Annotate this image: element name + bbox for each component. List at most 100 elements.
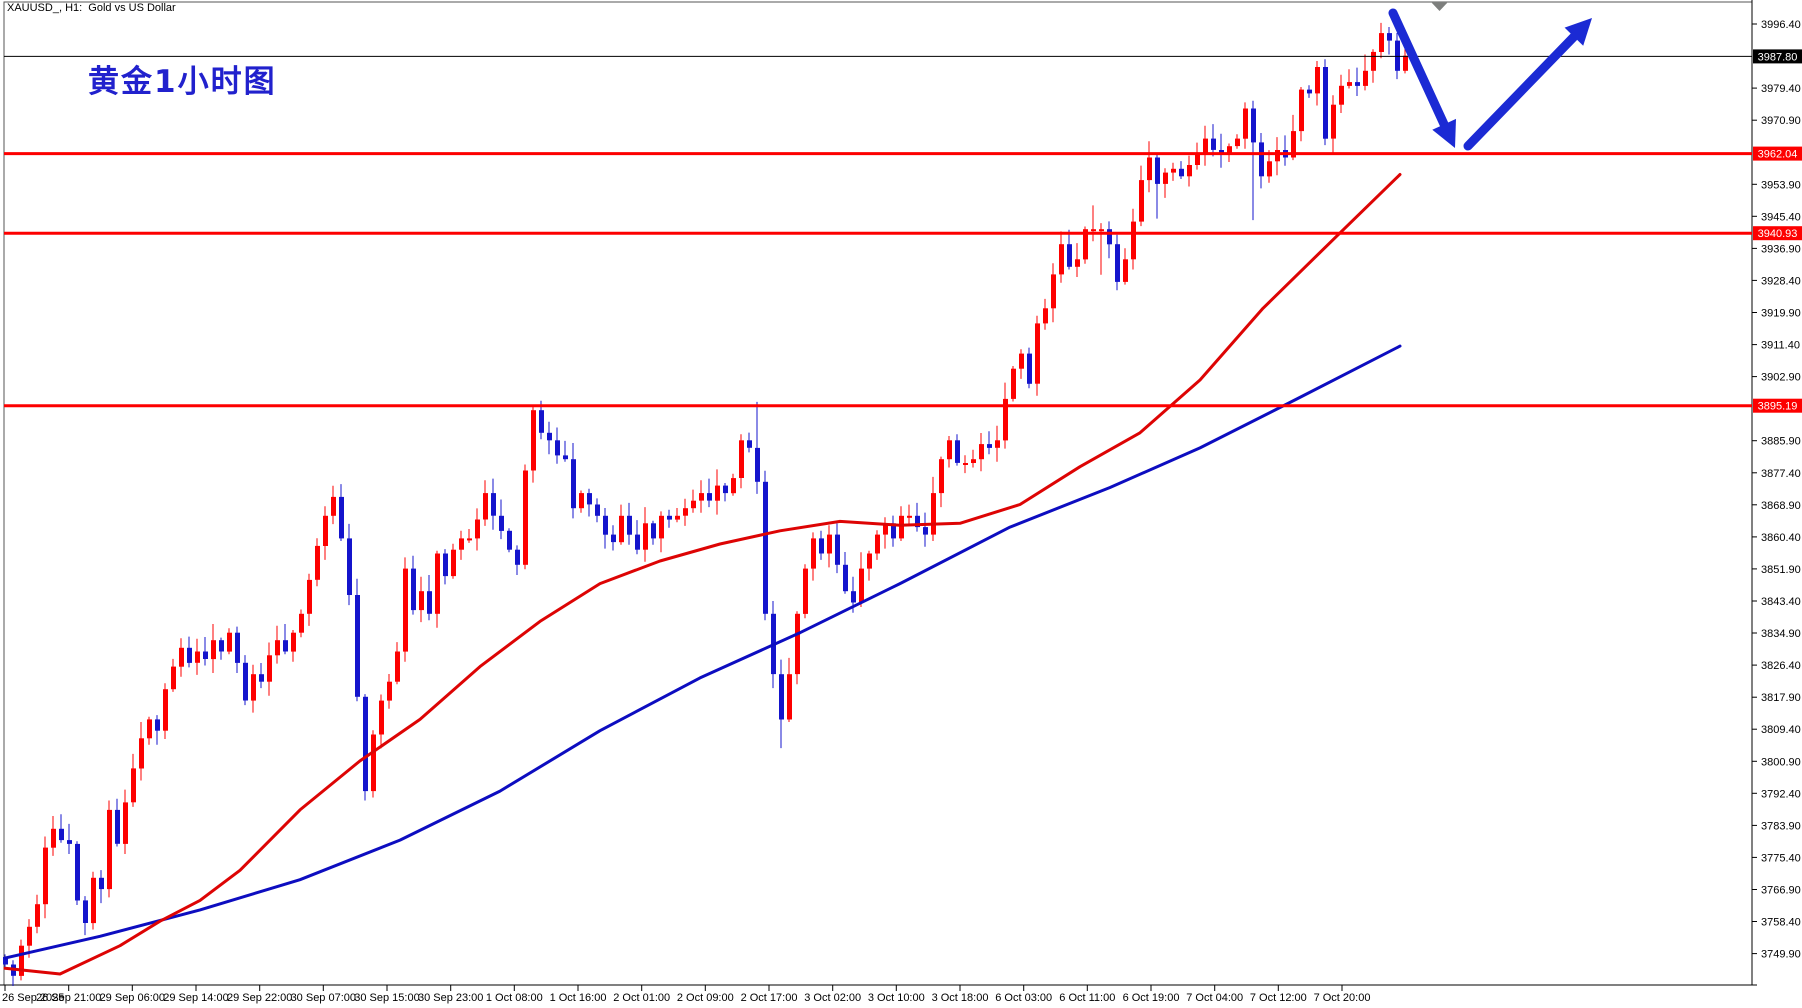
time-tick-label: 6 Oct 11:00 bbox=[1059, 992, 1115, 1004]
candle-body bbox=[1059, 244, 1064, 275]
candle-body bbox=[1307, 89, 1312, 94]
candle-body bbox=[843, 564, 848, 592]
candle-body bbox=[83, 900, 88, 923]
time-tick-label: 2 Oct 17:00 bbox=[741, 992, 798, 1004]
price-axis[interactable]: 3996.40 3979.40 3970.90 3953.90 3945.40 3936.… bbox=[1752, 19, 1801, 961]
price-tick-label: 3885.90 bbox=[1761, 436, 1801, 448]
candle-body bbox=[835, 534, 840, 565]
candle-body bbox=[395, 651, 400, 682]
price-tick-label: 3826.40 bbox=[1761, 660, 1801, 672]
candle-body bbox=[43, 847, 48, 905]
candle-body bbox=[515, 549, 520, 565]
time-tick-label: 26 Sep 21:00 bbox=[36, 992, 101, 1004]
time-tick-label: 29 Sep 06:00 bbox=[100, 992, 165, 1004]
sr-level-0-value: 3962.04 bbox=[1758, 149, 1798, 161]
price-tick-label: 3783.90 bbox=[1761, 820, 1801, 832]
candle-body bbox=[539, 410, 544, 433]
candle-body bbox=[795, 613, 800, 675]
candle-body bbox=[819, 538, 824, 554]
ma-slow-line bbox=[3, 344, 1402, 960]
candle-body bbox=[587, 493, 592, 505]
candle-body bbox=[323, 515, 328, 546]
moving-averages-layer bbox=[3, 173, 1402, 976]
candle-body bbox=[531, 410, 536, 471]
price-tick-label: 3766.90 bbox=[1761, 885, 1801, 897]
candle-body bbox=[1107, 229, 1112, 245]
candle-body bbox=[491, 493, 496, 516]
price-tick-label: 3834.90 bbox=[1761, 628, 1801, 640]
candle-body bbox=[1067, 244, 1072, 267]
down-arrow-shaft[interactable] bbox=[1388, 8, 1449, 129]
object-anchor-marker[interactable] bbox=[1431, 2, 1448, 11]
candle-body bbox=[99, 877, 104, 890]
candle-body bbox=[811, 538, 816, 569]
candle-body bbox=[1259, 142, 1264, 177]
candle-body bbox=[507, 530, 512, 550]
price-tick-label: 3953.90 bbox=[1761, 179, 1801, 191]
candle-body bbox=[123, 802, 128, 844]
candle-body bbox=[419, 591, 424, 611]
candle-body bbox=[219, 640, 224, 652]
candle-body bbox=[467, 538, 472, 541]
candle-body bbox=[995, 440, 1000, 448]
candle-body bbox=[307, 579, 312, 614]
time-tick-label: 3 Oct 02:00 bbox=[804, 992, 861, 1004]
candle-body bbox=[155, 719, 160, 731]
candle-body bbox=[891, 523, 896, 539]
candle-body bbox=[1227, 146, 1232, 154]
candle-body bbox=[1099, 229, 1104, 232]
time-tick-label: 7 Oct 12:00 bbox=[1250, 992, 1307, 1004]
candle-body bbox=[1187, 165, 1192, 177]
candle-body bbox=[299, 613, 304, 633]
candle-body bbox=[563, 455, 568, 460]
sr-level-2-box bbox=[1753, 398, 1802, 413]
time-tick-label: 29 Sep 14:00 bbox=[163, 992, 228, 1004]
candle-body bbox=[555, 440, 560, 456]
price-tick-label: 3928.40 bbox=[1761, 275, 1801, 287]
plot-border bbox=[3, 1, 1753, 986]
candle-body bbox=[939, 459, 944, 494]
candle-body bbox=[139, 738, 144, 769]
time-tick-label: 30 Sep 15:00 bbox=[354, 992, 419, 1004]
up-arrow-head[interactable] bbox=[1564, 18, 1592, 46]
candle-body bbox=[683, 508, 688, 516]
candle-body bbox=[3, 957, 8, 965]
time-tick-label: 26 Sep 2025 bbox=[2, 992, 64, 1004]
time-tick-label: 29 Sep 22:00 bbox=[227, 992, 292, 1004]
candle-body bbox=[1035, 323, 1040, 384]
candle-body bbox=[971, 459, 976, 463]
time-tick-label: 7 Oct 04:00 bbox=[1186, 992, 1243, 1004]
candle-body bbox=[371, 734, 376, 792]
down-arrow-head[interactable] bbox=[1432, 118, 1456, 148]
price-tick-label: 3792.40 bbox=[1761, 788, 1801, 800]
candle-body bbox=[59, 828, 64, 841]
candle-body bbox=[803, 568, 808, 614]
candle-body bbox=[827, 534, 832, 554]
candle-body bbox=[1203, 138, 1208, 154]
up-arrow-shaft[interactable] bbox=[1463, 32, 1579, 151]
candle-body bbox=[739, 440, 744, 478]
candle-body bbox=[859, 568, 864, 603]
candle-body bbox=[475, 519, 480, 539]
candle-body bbox=[747, 440, 752, 448]
candle-body bbox=[387, 681, 392, 701]
candle-body bbox=[1371, 51, 1376, 71]
candle-body bbox=[611, 534, 616, 543]
candle-body bbox=[355, 595, 360, 697]
candle-body bbox=[547, 432, 552, 441]
drawn-arrows-layer[interactable] bbox=[1388, 2, 1592, 151]
candle-body bbox=[1243, 108, 1248, 139]
candle-body bbox=[955, 440, 960, 463]
candle-body bbox=[291, 632, 296, 652]
support-resistance-lines[interactable] bbox=[4, 152, 1752, 408]
candle-body bbox=[283, 640, 288, 652]
price-tick-label: 3936.90 bbox=[1761, 243, 1801, 255]
candle-body bbox=[1171, 168, 1176, 173]
candle-body bbox=[1355, 82, 1360, 86]
candle-body bbox=[243, 662, 248, 701]
price-tick-label: 3919.90 bbox=[1761, 308, 1801, 320]
candle-body bbox=[403, 568, 408, 652]
